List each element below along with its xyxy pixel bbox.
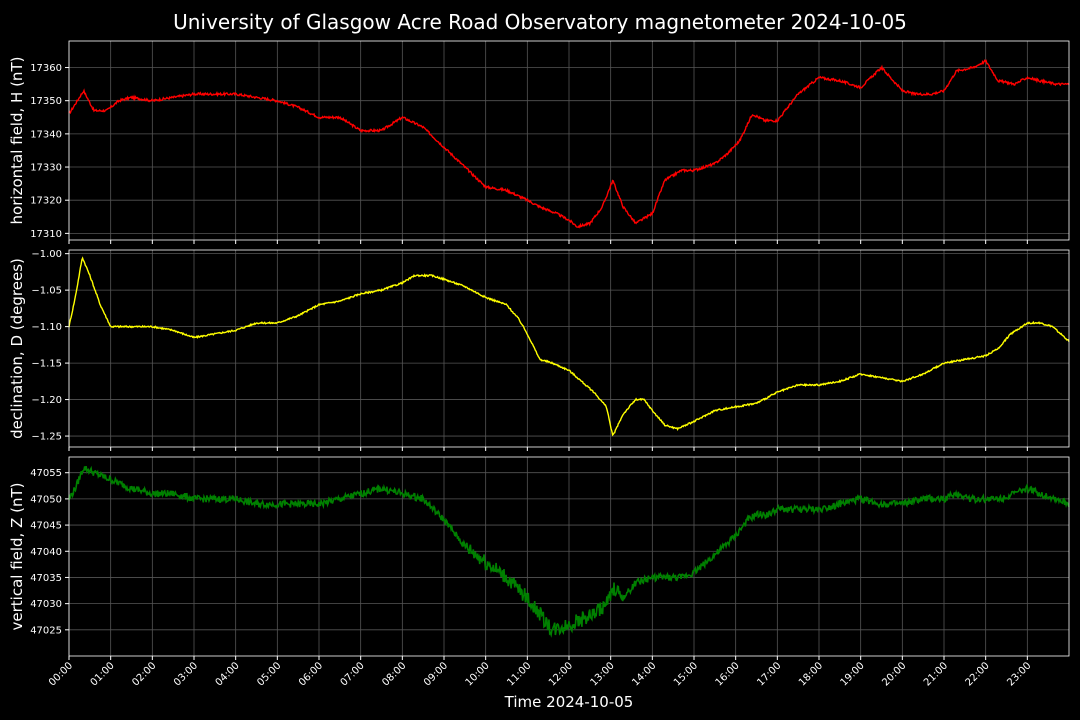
x-axis-label: Time 2024-10-05 (504, 693, 634, 711)
panel-frame (68, 40, 1070, 241)
y-tick-label: −1.00 (31, 249, 62, 260)
y-axis-label: horizontal field, H (nT) (8, 57, 26, 225)
y-tick-label: 17310 (30, 229, 62, 240)
chart-title: University of Glasgow Acre Road Observat… (173, 10, 907, 34)
y-tick-label: −1.10 (31, 322, 62, 333)
y-axis-label: vertical field, Z (nT) (8, 482, 26, 630)
y-tick-label: 17330 (30, 163, 62, 174)
panel-1: 17310 17320 17330 17340 17350 17360 horizontal… (8, 40, 1070, 244)
y-tick-label: 47030 (30, 599, 62, 610)
series-line-2 (68, 256, 1070, 437)
y-tick-label: −1.20 (31, 395, 62, 406)
y-tick-label: −1.05 (31, 286, 62, 297)
series-line-1 (68, 59, 1070, 229)
y-tick-label: −1.15 (31, 359, 62, 370)
panel-3: 47025 47030 47035 47040 47045 47050 47055 verti… (8, 456, 1070, 660)
y-tick-label: 47040 (30, 547, 62, 558)
y-axis-label: declination, D (degrees) (8, 258, 26, 439)
panel-frame (68, 456, 1070, 657)
y-tick-label: 47045 (30, 521, 62, 532)
panel-2: −1.25 −1.20 −1.15 −1.10 −1.05 −1.00 declinatio… (8, 249, 1070, 451)
y-tick-label: 17340 (30, 129, 62, 140)
y-tick-label: 47035 (30, 573, 62, 584)
y-tick-label: 47050 (30, 494, 62, 505)
y-tick-label: 17320 (30, 196, 62, 207)
y-tick-label: 47025 (30, 625, 62, 636)
y-tick-label: 17360 (30, 63, 62, 74)
panel-frame (68, 249, 1070, 448)
y-tick-label: 17350 (30, 96, 62, 107)
y-tick-label: −1.25 (31, 432, 62, 443)
series-line-3 (68, 465, 1070, 638)
y-tick-label: 47055 (30, 468, 62, 479)
